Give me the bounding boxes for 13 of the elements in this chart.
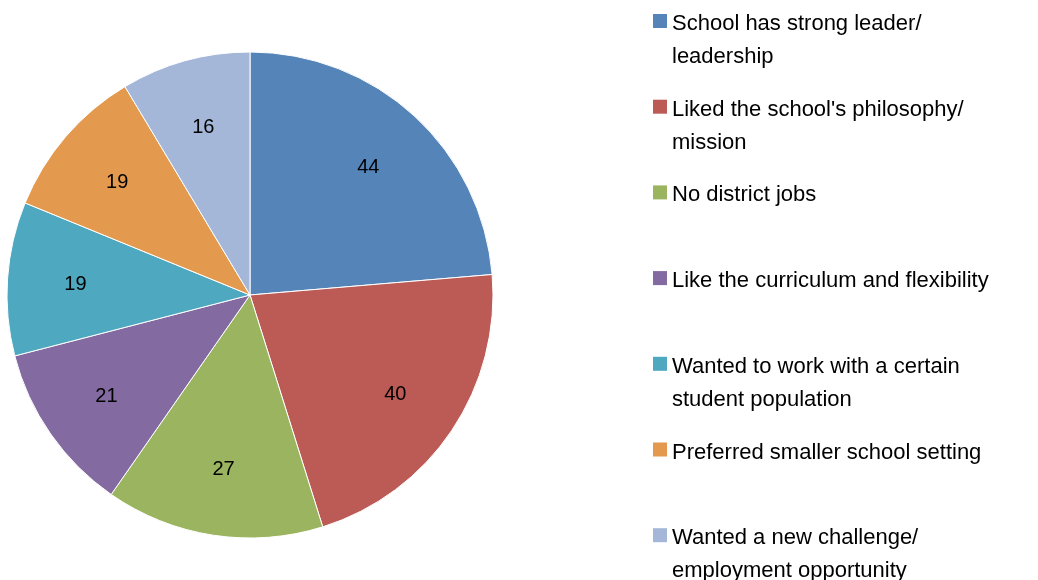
data-label: 21 xyxy=(95,383,118,406)
data-label: 40 xyxy=(384,381,407,404)
legend-label: Liked the school's philosophy/ mission xyxy=(672,95,965,154)
legend-label: Like the curriculum and flexibility xyxy=(672,266,989,292)
legend-label: Preferred smaller school setting xyxy=(672,438,982,463)
data-label: 19 xyxy=(64,272,87,295)
legend-label: Wanted to work with a certain student population xyxy=(672,352,960,411)
data-label: 19 xyxy=(106,170,129,193)
data-label: 16 xyxy=(192,115,215,138)
data-label: 44 xyxy=(357,155,380,178)
data-label: 27 xyxy=(212,456,235,479)
legend-label: School has strong leader/ leadership xyxy=(672,9,923,68)
legend-label: No district jobs xyxy=(672,180,817,206)
